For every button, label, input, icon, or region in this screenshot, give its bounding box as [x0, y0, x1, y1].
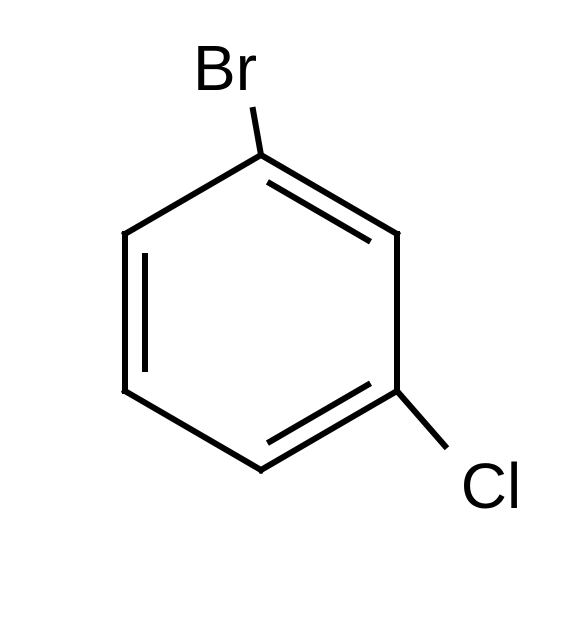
bond-C4-C5	[125, 391, 261, 470]
bond-C3-C4	[261, 391, 397, 470]
atom-label-br: Br	[193, 32, 257, 104]
atom-label-cl: Cl	[461, 450, 521, 522]
substituent-bond-Br	[253, 110, 261, 155]
substituent-bond-Cl	[397, 391, 445, 446]
molecule-diagram: Br Cl	[0, 0, 561, 640]
bond-C6-C1	[125, 155, 261, 234]
bond-C1-C2	[261, 155, 397, 234]
